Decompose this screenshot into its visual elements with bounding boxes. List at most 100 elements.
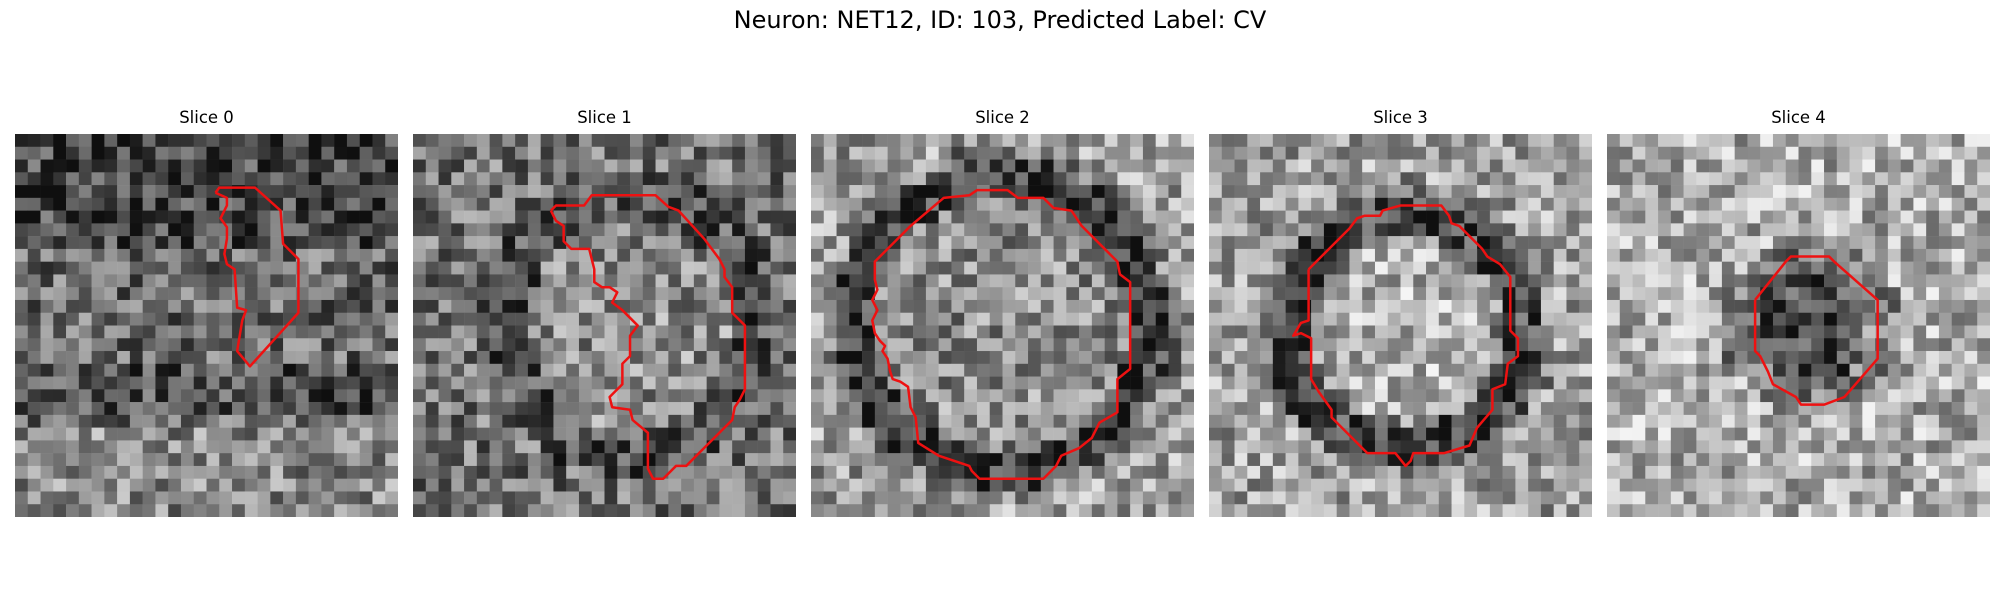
image-pixel bbox=[1002, 427, 1016, 441]
image-pixel bbox=[476, 402, 490, 416]
image-pixel bbox=[1451, 491, 1465, 505]
image-pixel bbox=[359, 197, 373, 211]
image-pixel bbox=[1785, 146, 1799, 160]
image-pixel bbox=[1579, 248, 1592, 262]
image-pixel bbox=[1900, 210, 1914, 224]
image-pixel bbox=[1900, 312, 1914, 326]
image-pixel bbox=[757, 172, 771, 186]
image-pixel bbox=[1824, 159, 1838, 173]
image-pixel bbox=[1862, 146, 1876, 160]
image-pixel bbox=[1900, 299, 1914, 313]
image-pixel bbox=[66, 414, 80, 428]
image-pixel bbox=[1079, 172, 1093, 186]
image-pixel bbox=[1336, 351, 1350, 365]
image-pixel bbox=[1579, 504, 1592, 517]
image-pixel bbox=[1168, 504, 1182, 517]
image-pixel bbox=[1887, 376, 1901, 390]
image-pixel bbox=[15, 453, 29, 467]
image-pixel bbox=[1209, 248, 1223, 262]
image-pixel bbox=[1260, 312, 1274, 326]
image-pixel bbox=[40, 172, 54, 186]
image-pixel bbox=[193, 134, 207, 148]
image-pixel bbox=[104, 453, 118, 467]
image-pixel bbox=[836, 299, 850, 313]
image-pixel bbox=[862, 402, 876, 416]
image-pixel bbox=[1181, 478, 1194, 492]
image-pixel bbox=[1091, 376, 1105, 390]
image-pixel bbox=[295, 159, 309, 173]
image-pixel bbox=[951, 134, 965, 148]
image-pixel bbox=[655, 389, 669, 403]
image-pixel bbox=[321, 210, 335, 224]
image-pixel bbox=[193, 159, 207, 173]
image-pixel bbox=[1658, 223, 1672, 237]
image-pixel bbox=[104, 414, 118, 428]
image-pixel bbox=[1798, 427, 1812, 441]
image-pixel bbox=[1323, 478, 1337, 492]
image-pixel bbox=[1785, 440, 1799, 454]
image-pixel bbox=[295, 491, 309, 505]
image-pixel bbox=[1798, 414, 1812, 428]
image-pixel bbox=[142, 325, 156, 339]
image-pixel bbox=[1785, 299, 1799, 313]
image-pixel bbox=[1349, 236, 1363, 250]
image-pixel bbox=[1875, 504, 1889, 517]
image-pixel bbox=[1528, 134, 1542, 148]
image-pixel bbox=[1951, 146, 1965, 160]
image-pixel bbox=[334, 185, 348, 199]
image-pixel bbox=[117, 185, 131, 199]
image-pixel bbox=[1374, 287, 1388, 301]
image-pixel bbox=[1515, 440, 1529, 454]
image-pixel bbox=[1091, 402, 1105, 416]
image-pixel bbox=[1260, 159, 1274, 173]
image-pixel bbox=[438, 478, 452, 492]
image-pixel bbox=[1349, 376, 1363, 390]
image-pixel bbox=[425, 185, 439, 199]
image-pixel bbox=[1645, 274, 1659, 288]
image-pixel bbox=[117, 325, 131, 339]
image-pixel bbox=[1938, 172, 1952, 186]
image-pixel bbox=[1451, 159, 1465, 173]
image-pixel bbox=[1040, 134, 1054, 148]
image-pixel bbox=[668, 287, 682, 301]
image-pixel bbox=[1540, 197, 1554, 211]
image-pixel bbox=[321, 491, 335, 505]
image-pixel bbox=[438, 236, 452, 250]
image-pixel bbox=[1311, 427, 1325, 441]
image-pixel bbox=[1607, 325, 1621, 339]
image-pixel bbox=[40, 274, 54, 288]
image-pixel bbox=[1964, 427, 1978, 441]
image-pixel bbox=[887, 351, 901, 365]
image-pixel bbox=[1632, 504, 1646, 517]
image-pixel bbox=[591, 338, 605, 352]
image-pixel bbox=[1926, 261, 1940, 275]
image-pixel bbox=[1028, 299, 1042, 313]
image-pixel bbox=[1926, 363, 1940, 377]
image-pixel bbox=[1489, 146, 1503, 160]
image-pixel bbox=[27, 146, 41, 160]
image-pixel bbox=[1209, 491, 1223, 505]
image-pixel bbox=[1683, 491, 1697, 505]
image-pixel bbox=[630, 427, 644, 441]
image-pixel bbox=[308, 453, 322, 467]
image-pixel bbox=[1040, 223, 1054, 237]
image-pixel bbox=[1875, 159, 1889, 173]
image-pixel bbox=[1247, 491, 1261, 505]
image-pixel bbox=[617, 210, 631, 224]
image-pixel bbox=[617, 248, 631, 262]
image-pixel bbox=[129, 414, 143, 428]
image-pixel bbox=[1528, 172, 1542, 186]
image-pixel bbox=[1632, 312, 1646, 326]
image-pixel bbox=[1400, 261, 1414, 275]
image-pixel bbox=[1553, 389, 1567, 403]
image-pixel bbox=[849, 491, 863, 505]
image-pixel bbox=[515, 146, 529, 160]
image-pixel bbox=[346, 440, 360, 454]
slice-title: Slice 1 bbox=[577, 108, 632, 127]
image-pixel bbox=[1028, 159, 1042, 173]
image-pixel bbox=[655, 236, 669, 250]
image-pixel bbox=[27, 197, 41, 211]
image-pixel bbox=[849, 376, 863, 390]
image-pixel bbox=[578, 338, 592, 352]
image-pixel bbox=[1066, 248, 1080, 262]
